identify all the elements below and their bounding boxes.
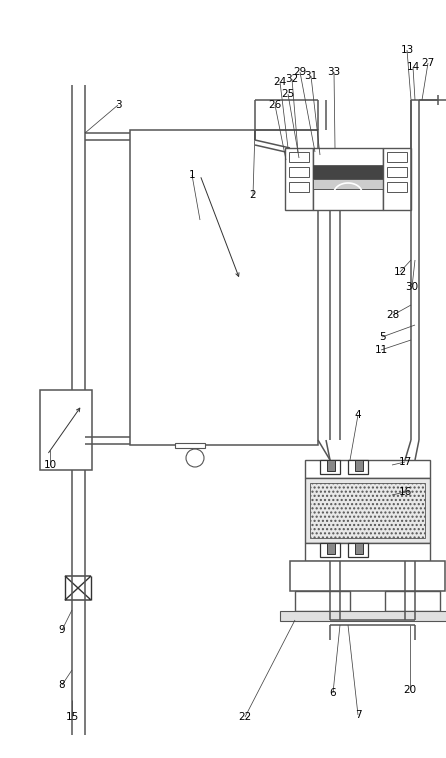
Text: 20: 20: [404, 685, 417, 695]
Bar: [285, 148, 313, 210]
Text: 30: 30: [405, 282, 418, 292]
Bar: [280, 611, 446, 621]
Bar: [40, 390, 92, 470]
Bar: [313, 165, 383, 179]
Text: 3: 3: [115, 100, 121, 110]
Text: 9: 9: [59, 625, 65, 635]
Text: 27: 27: [421, 58, 434, 68]
Text: 5: 5: [379, 332, 385, 342]
Bar: [385, 591, 440, 611]
Polygon shape: [65, 576, 91, 588]
Bar: [327, 460, 335, 471]
Text: 26: 26: [268, 100, 281, 110]
Bar: [305, 478, 430, 543]
Text: 16: 16: [398, 487, 412, 497]
Text: 22: 22: [238, 712, 252, 722]
Text: 15: 15: [66, 712, 78, 722]
Text: 11: 11: [374, 345, 388, 355]
Bar: [383, 148, 411, 210]
Bar: [313, 148, 383, 210]
Text: 17: 17: [398, 457, 412, 467]
Bar: [355, 460, 363, 471]
Polygon shape: [65, 588, 91, 600]
Text: 2: 2: [250, 190, 256, 200]
Bar: [320, 543, 340, 557]
Bar: [130, 130, 318, 445]
Text: 29: 29: [293, 67, 307, 77]
Text: 10: 10: [43, 460, 57, 470]
Bar: [289, 152, 309, 162]
Bar: [320, 460, 340, 474]
Bar: [310, 483, 425, 538]
Bar: [387, 167, 407, 177]
Text: 13: 13: [401, 45, 413, 55]
Text: 25: 25: [281, 89, 295, 99]
Text: 8: 8: [59, 680, 65, 690]
Bar: [289, 167, 309, 177]
Bar: [313, 179, 383, 189]
Text: 1: 1: [189, 170, 195, 180]
Text: 24: 24: [273, 77, 287, 87]
Text: 7: 7: [355, 710, 361, 720]
Bar: [348, 543, 368, 557]
Text: 12: 12: [393, 267, 407, 277]
Text: 28: 28: [386, 310, 400, 320]
Bar: [387, 152, 407, 162]
Bar: [348, 460, 368, 474]
Text: 4: 4: [355, 410, 361, 420]
Bar: [289, 182, 309, 192]
Text: 33: 33: [327, 67, 341, 77]
Text: 31: 31: [304, 71, 318, 81]
Bar: [387, 182, 407, 192]
Text: 14: 14: [406, 62, 420, 72]
Bar: [175, 443, 205, 448]
Bar: [327, 543, 335, 554]
Bar: [295, 591, 350, 611]
Bar: [305, 543, 430, 561]
Text: 32: 32: [285, 74, 299, 84]
Bar: [355, 543, 363, 554]
Text: 6: 6: [330, 688, 336, 698]
Bar: [305, 460, 430, 478]
Bar: [290, 561, 445, 591]
